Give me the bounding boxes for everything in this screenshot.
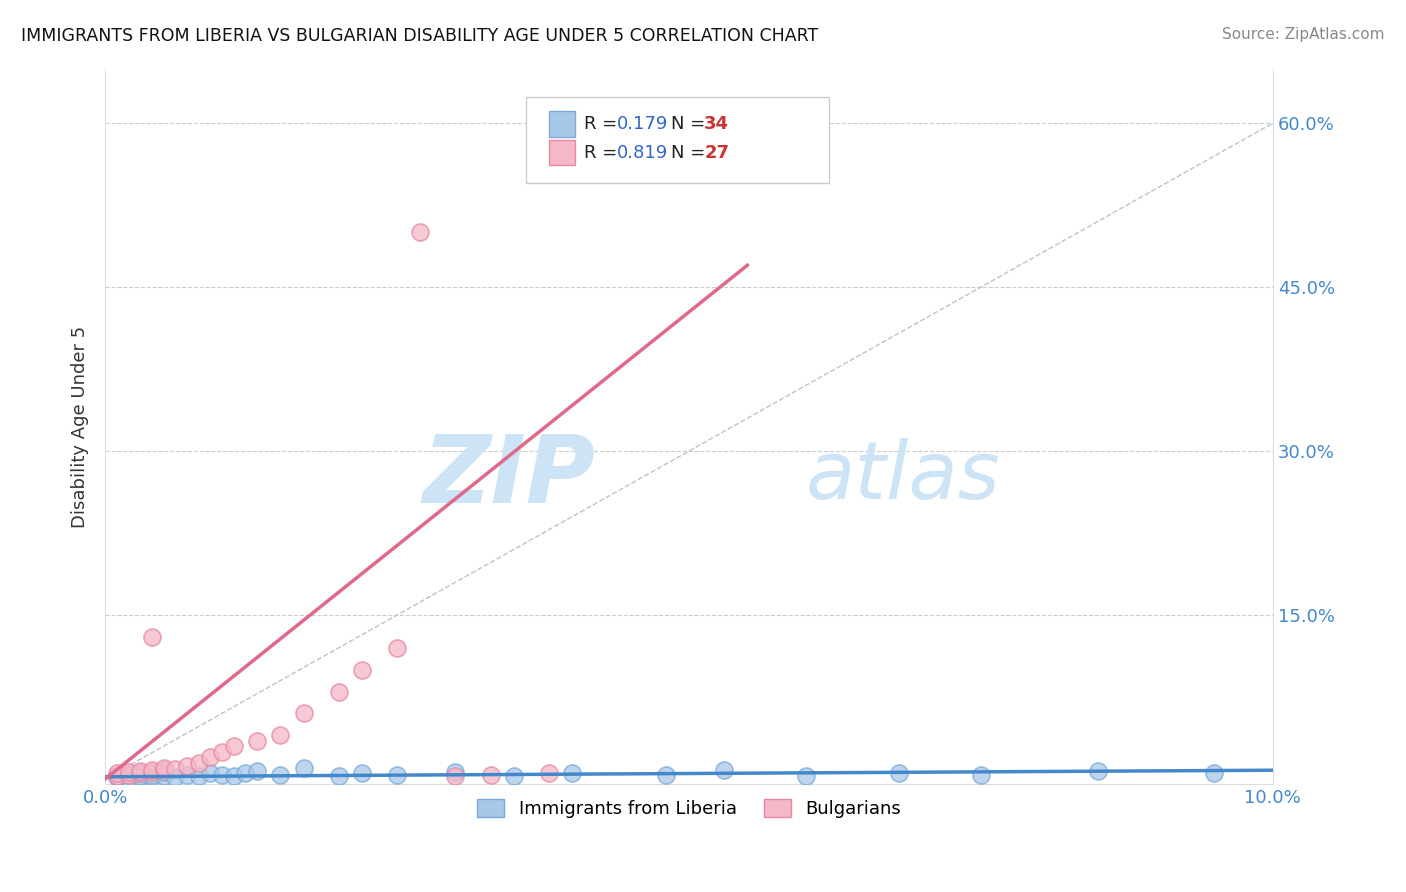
- Text: 0.179: 0.179: [617, 115, 668, 134]
- Point: [165, 762, 187, 776]
- Point: [352, 663, 374, 677]
- Point: [269, 767, 291, 781]
- Point: [246, 764, 269, 779]
- Legend: Immigrants from Liberia, Bulgarians: Immigrants from Liberia, Bulgarians: [470, 792, 908, 825]
- Point: [117, 767, 139, 781]
- Point: [889, 766, 911, 780]
- Text: R =: R =: [583, 115, 623, 134]
- Point: [141, 630, 163, 644]
- FancyBboxPatch shape: [548, 140, 575, 165]
- Point: [444, 765, 467, 780]
- Point: [970, 767, 993, 781]
- Point: [444, 769, 467, 783]
- Point: [117, 767, 139, 781]
- Point: [200, 766, 222, 780]
- Point: [176, 767, 198, 781]
- Text: 27: 27: [704, 144, 730, 162]
- Point: [141, 770, 163, 784]
- Point: [105, 769, 128, 783]
- Text: IMMIGRANTS FROM LIBERIA VS BULGARIAN DISABILITY AGE UNDER 5 CORRELATION CHART: IMMIGRANTS FROM LIBERIA VS BULGARIAN DIS…: [21, 27, 818, 45]
- Point: [1087, 764, 1109, 779]
- Point: [328, 769, 350, 783]
- Point: [117, 765, 139, 780]
- Point: [129, 766, 152, 780]
- Point: [105, 769, 128, 783]
- Point: [141, 765, 163, 780]
- Text: 34: 34: [704, 115, 730, 134]
- Point: [152, 769, 174, 783]
- Point: [141, 767, 163, 781]
- Point: [105, 766, 128, 780]
- Point: [654, 767, 676, 781]
- FancyBboxPatch shape: [548, 112, 575, 136]
- Point: [187, 769, 209, 783]
- Point: [129, 770, 152, 784]
- Point: [211, 767, 233, 781]
- Point: [129, 764, 152, 779]
- Text: R =: R =: [583, 144, 623, 162]
- Text: ZIP: ZIP: [423, 431, 596, 523]
- Point: [561, 766, 583, 780]
- Point: [152, 761, 174, 775]
- Point: [222, 739, 245, 754]
- Point: [292, 706, 315, 721]
- Point: [129, 766, 152, 780]
- Point: [233, 766, 256, 780]
- Point: [479, 767, 502, 781]
- Point: [292, 761, 315, 775]
- Point: [129, 769, 152, 783]
- Point: [713, 763, 735, 777]
- Point: [176, 759, 198, 773]
- Point: [222, 769, 245, 783]
- Text: atlas: atlas: [806, 438, 1001, 516]
- Text: 0.819: 0.819: [617, 144, 668, 162]
- Point: [328, 684, 350, 698]
- Point: [385, 640, 408, 655]
- Point: [352, 766, 374, 780]
- Point: [385, 767, 408, 781]
- Point: [537, 766, 560, 780]
- Point: [269, 728, 291, 742]
- Point: [117, 771, 139, 785]
- Point: [200, 750, 222, 764]
- Point: [502, 769, 524, 783]
- Point: [152, 765, 174, 780]
- Text: N =: N =: [672, 144, 711, 162]
- Point: [211, 745, 233, 759]
- Y-axis label: Disability Age Under 5: Disability Age Under 5: [72, 326, 89, 527]
- Point: [187, 756, 209, 770]
- Point: [409, 226, 432, 240]
- Point: [165, 770, 187, 784]
- Point: [246, 733, 269, 747]
- Point: [794, 769, 817, 783]
- Point: [152, 763, 174, 777]
- Point: [105, 770, 128, 784]
- FancyBboxPatch shape: [526, 97, 830, 183]
- Point: [1204, 766, 1226, 780]
- Point: [141, 763, 163, 777]
- Text: Source: ZipAtlas.com: Source: ZipAtlas.com: [1222, 27, 1385, 42]
- Text: N =: N =: [672, 115, 711, 134]
